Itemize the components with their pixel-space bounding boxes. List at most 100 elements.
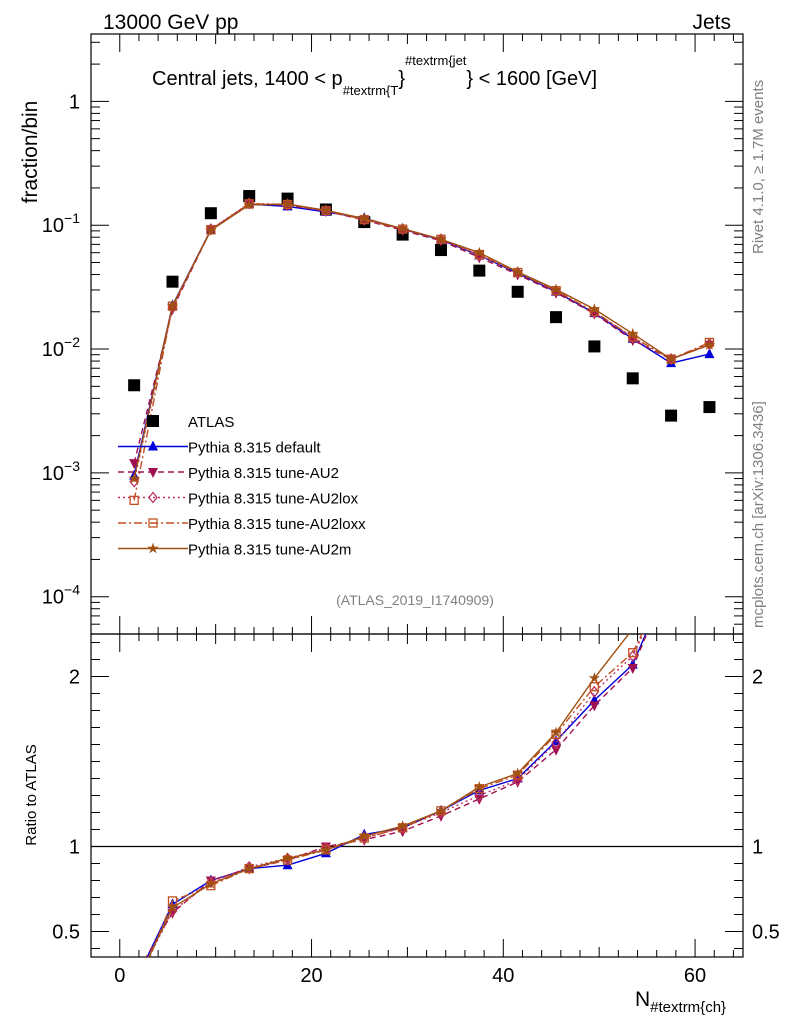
atlas-data-point <box>166 275 179 288</box>
ratio-y-tick-label-right: 1 <box>752 837 763 859</box>
ratio-series-point <box>474 784 485 795</box>
ratio-y-tick-label-left: 1 <box>69 837 80 859</box>
ratio-series-point <box>320 843 332 855</box>
series-pythia-8-315-default <box>129 198 715 480</box>
ratio-series-point <box>205 877 217 889</box>
ratio-series-line <box>148 634 630 957</box>
x-axis-label-sub: #textrm{ch} <box>650 999 726 1016</box>
legend-marker <box>148 491 158 504</box>
main-y-tick-base: 10 <box>42 587 64 609</box>
ratio-plot-frame <box>90 633 744 958</box>
legend-label: Pythia 8.315 tune-AU2loxx <box>188 516 366 533</box>
ratio-series-pythia-8-315-tune-au2m <box>148 552 715 957</box>
series-point <box>167 301 178 314</box>
series-point <box>128 472 140 484</box>
ratio-axis-ticks: 0.5 0.51 12 20 20 40 60 <box>52 634 780 987</box>
chart-title: Central jets, 1400 < p#textrm{T}#textrm{… <box>152 53 597 98</box>
ratio-series-point <box>551 735 562 746</box>
ratio-series-point <box>666 569 676 579</box>
ratio-series-point <box>512 767 524 779</box>
x-tick-label: 0 <box>114 965 125 987</box>
atlas-data-point <box>128 379 141 392</box>
series-point <box>665 353 677 364</box>
header-left: 13000 GeV pp <box>103 11 238 34</box>
ratio-series-point <box>589 701 600 712</box>
ratio-series-point <box>474 789 485 802</box>
x-axis-label-main: N <box>635 988 650 1011</box>
ratio-series-pythia-8-315-default <box>146 569 676 957</box>
series-point <box>435 233 447 245</box>
ratio-y-tick-label-right: 0.5 <box>752 922 780 944</box>
side-label-rivet: Rivet 4.1.0, ≥ 1.7M events <box>750 80 767 254</box>
ratio-series-pythia-8-315-tune-au2 <box>145 554 714 957</box>
legend-marker <box>148 468 158 478</box>
main-y-tick-base: 10 <box>42 339 64 361</box>
main-y-axis-label: fraction/bin <box>19 101 42 204</box>
legend-marker <box>148 440 158 451</box>
atlas-data-point <box>204 207 217 220</box>
atlas-data-point <box>243 190 256 203</box>
ratio-series-point <box>705 554 713 562</box>
legend-label: Pythia 8.315 tune-AU2m <box>188 542 351 559</box>
atlas-data-point <box>665 409 678 422</box>
main-y-tick-base: 10 <box>42 215 64 237</box>
main-axis-ticks: 10−410−310−210−11 <box>42 34 743 635</box>
series-point <box>320 204 332 216</box>
ratio-series-point <box>627 623 638 634</box>
ratio-series-point <box>665 569 676 580</box>
atlas-data-point <box>550 311 563 324</box>
series-point <box>129 495 139 506</box>
atlas-data-point <box>626 372 639 385</box>
legend-label: Pythia 8.315 default <box>188 440 321 457</box>
series-point <box>166 299 179 311</box>
chart-title-sub: #textrm{T <box>343 83 399 98</box>
ratio-series-point <box>704 554 714 564</box>
atlas-data-point <box>434 244 447 257</box>
ratio-series-point <box>588 672 601 684</box>
legend-marker <box>147 415 159 427</box>
series-pythia-8-315-tune-au2loxx <box>129 199 715 506</box>
ratio-series-point <box>435 804 447 816</box>
series-point <box>627 327 639 339</box>
ratio-series-point <box>281 852 294 864</box>
ratio-series-point <box>628 648 638 658</box>
ratio-series-point <box>666 571 676 581</box>
series-point <box>129 459 140 470</box>
ratio-series-point <box>396 820 409 831</box>
series-point <box>588 303 601 314</box>
series-point <box>512 265 524 277</box>
legend-label: ATLAS <box>188 414 234 431</box>
ratio-series-point <box>704 552 715 563</box>
main-y-tick-label: 10−3 <box>42 458 80 485</box>
chart-title-tail: } < 1600 [GeV] <box>466 68 597 90</box>
ratio-series-point <box>243 862 255 874</box>
series-point <box>550 283 562 295</box>
legend-entry: Pythia 8.315 tune-AU2 <box>118 465 339 482</box>
series-point <box>243 198 255 210</box>
series-point <box>703 338 716 350</box>
legend-label: Pythia 8.315 tune-AU2lox <box>188 491 359 508</box>
main-y-tick-base: 1 <box>69 91 80 113</box>
series-line <box>133 203 710 476</box>
ratio-series-point <box>551 736 561 749</box>
x-axis-label: N#textrm{ch} <box>635 988 726 1016</box>
series-point <box>205 224 217 236</box>
series-line <box>133 203 710 501</box>
legend-entry: ATLAS <box>147 414 234 431</box>
header-right: Jets <box>692 11 731 34</box>
ratio-series-point <box>589 682 600 692</box>
atlas-data-point <box>703 401 716 414</box>
series-point <box>358 212 370 224</box>
legend-label: Pythia 8.315 tune-AU2 <box>188 465 339 482</box>
main-y-tick-exponent: −1 <box>64 210 80 226</box>
main-series-layer <box>128 190 716 506</box>
series-atlas <box>128 190 716 422</box>
chart-title-lead: Central jets, 1400 < p <box>152 68 343 90</box>
legend-marker <box>147 542 159 554</box>
ratio-series-point <box>166 901 179 913</box>
ratio-series-line <box>145 634 648 957</box>
legend: ATLAS Pythia 8.315 default Pythia 8.315 tu… <box>118 414 366 559</box>
legend-entry: Pythia 8.315 tune-AU2m <box>118 542 351 559</box>
atlas-data-point <box>473 264 486 277</box>
